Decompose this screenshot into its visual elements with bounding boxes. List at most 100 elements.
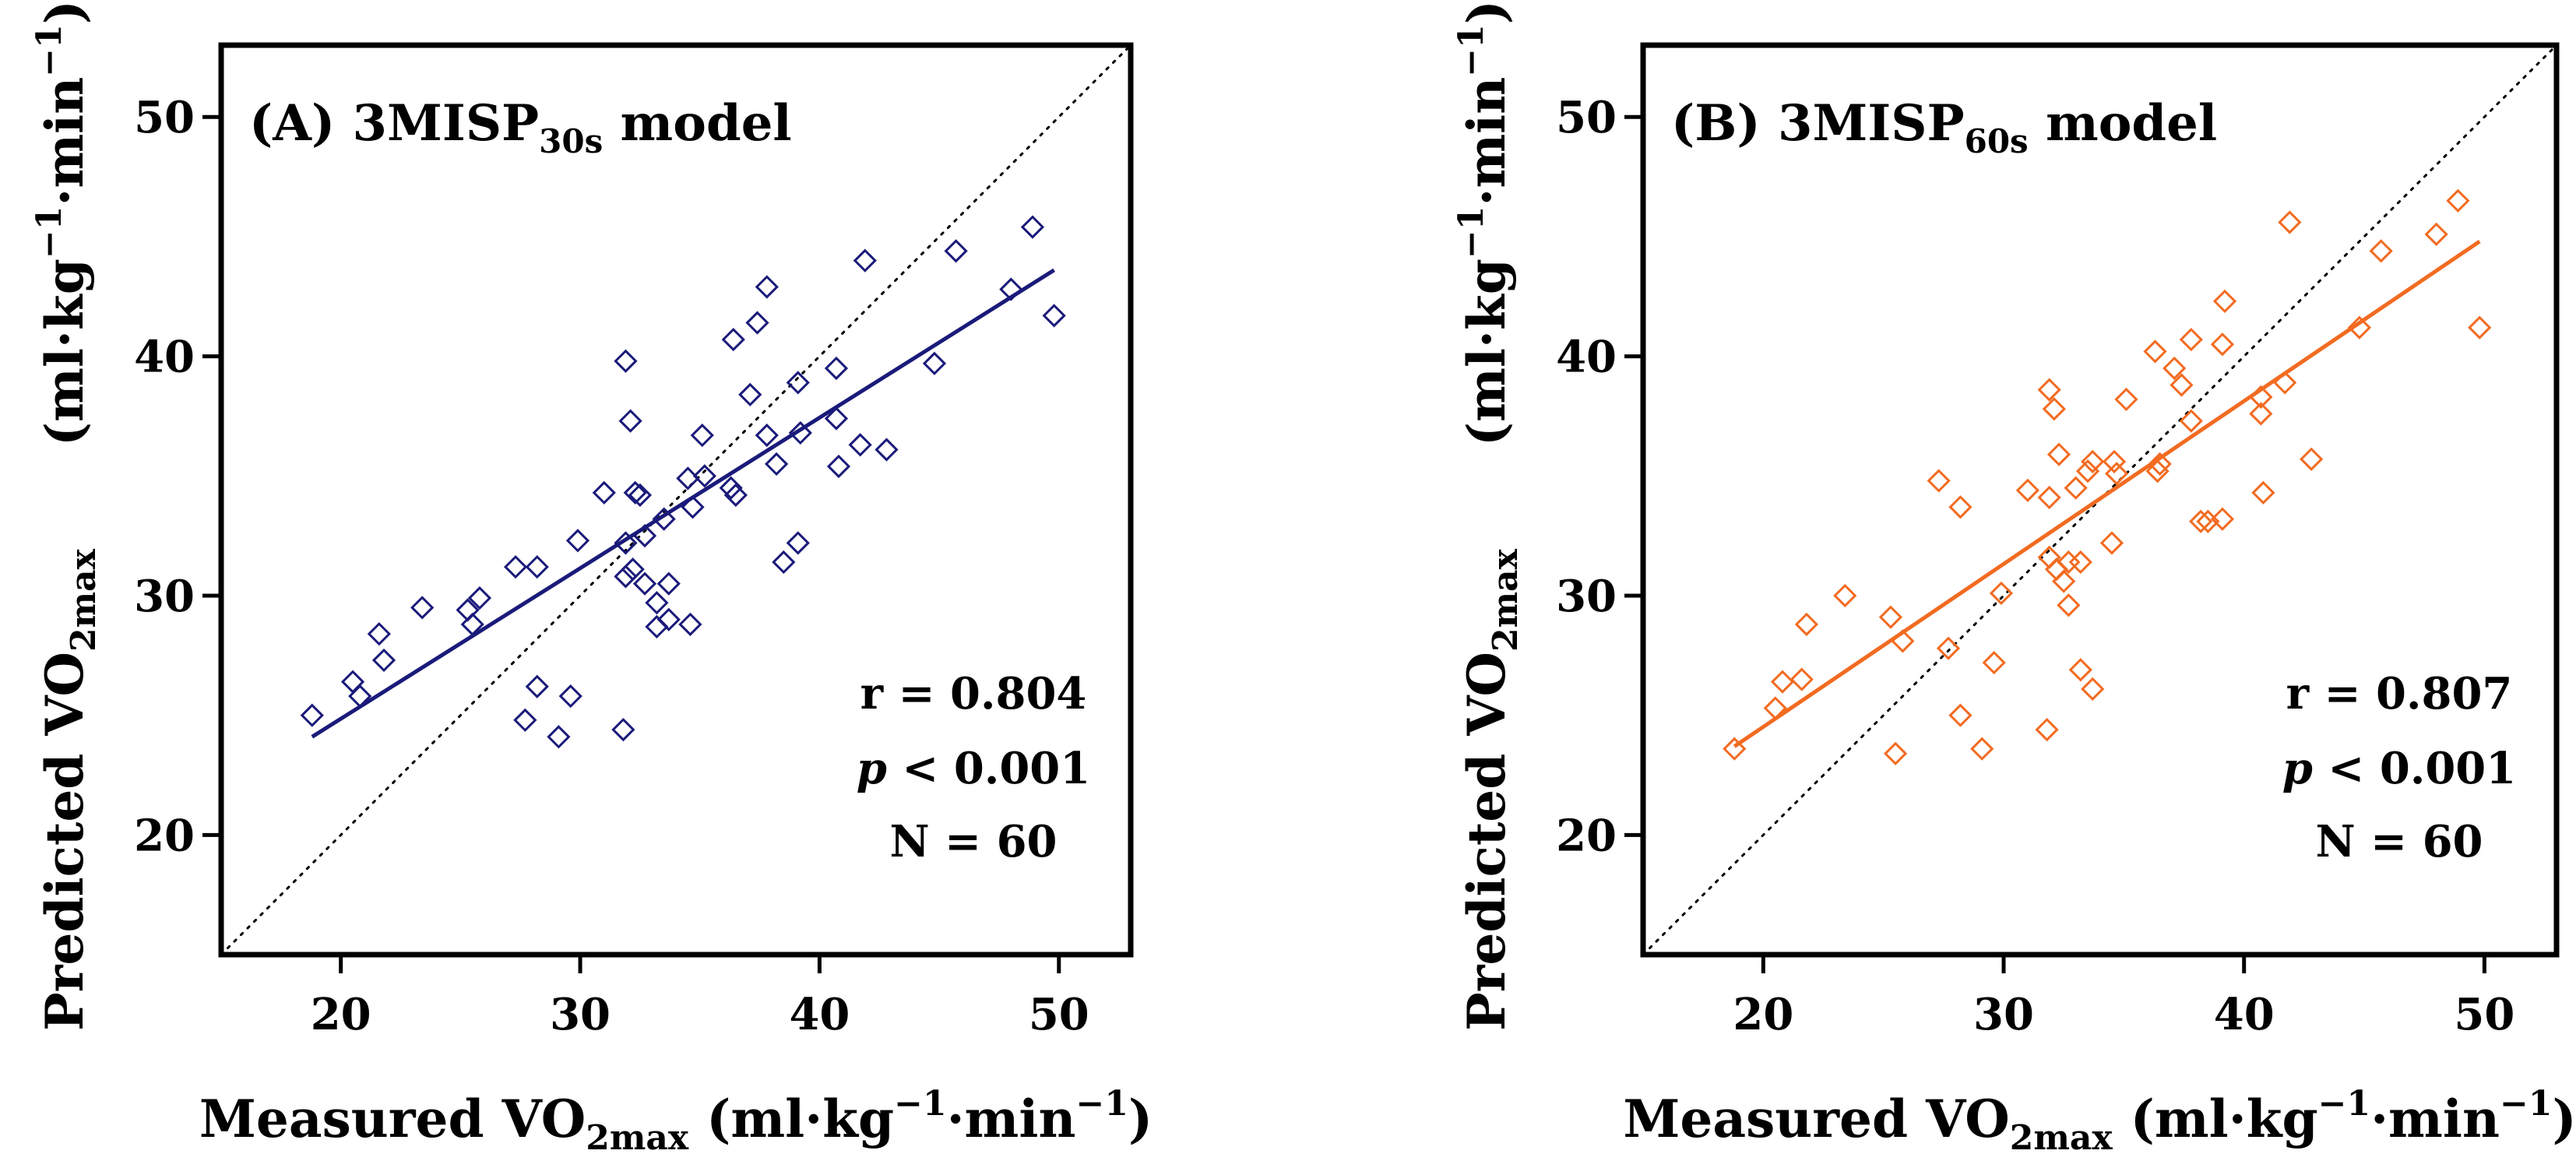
x-tick-label: 20 bbox=[311, 989, 371, 1040]
stat-r: r = 0.804 bbox=[860, 668, 1087, 719]
data-point bbox=[676, 466, 700, 491]
panel-title: (A) 3MISP30s model bbox=[249, 94, 792, 160]
data-point bbox=[2102, 449, 2127, 473]
data-point bbox=[503, 554, 528, 579]
plot-frame bbox=[1640, 42, 2560, 958]
data-point bbox=[611, 717, 635, 742]
data-point bbox=[2081, 449, 2105, 473]
data-point bbox=[1883, 741, 1908, 765]
data-point bbox=[1982, 650, 2006, 675]
data-point bbox=[2251, 480, 2275, 505]
data-point bbox=[371, 648, 396, 673]
data-point bbox=[2424, 222, 2448, 246]
data-point bbox=[1878, 605, 1903, 629]
data-point bbox=[764, 452, 789, 477]
data-point bbox=[1770, 670, 1795, 694]
data-point bbox=[1789, 667, 1814, 691]
data-point bbox=[614, 565, 638, 589]
regression-line bbox=[1733, 239, 2481, 748]
data-point bbox=[2446, 188, 2470, 213]
data-point bbox=[755, 423, 779, 448]
data-point bbox=[2210, 507, 2235, 531]
data-point bbox=[690, 423, 714, 448]
data-point bbox=[614, 531, 638, 555]
data-point bbox=[645, 591, 669, 615]
x-tick-label: 30 bbox=[1973, 989, 2034, 1040]
data-point bbox=[875, 438, 899, 462]
data-point bbox=[2064, 476, 2088, 500]
data-point bbox=[2042, 397, 2066, 421]
stat-n: N = 60 bbox=[2315, 816, 2483, 867]
data-point bbox=[1723, 737, 1747, 761]
data-point bbox=[2099, 531, 2124, 555]
data-point bbox=[1927, 469, 1951, 493]
data-point bbox=[2145, 459, 2170, 484]
stat-p: p < 0.001 bbox=[2282, 743, 2516, 794]
data-point bbox=[2075, 459, 2100, 484]
x-tick-label: 40 bbox=[789, 989, 850, 1040]
data-point bbox=[592, 480, 616, 505]
data-point bbox=[922, 351, 947, 375]
data-point bbox=[2163, 356, 2187, 381]
data-point bbox=[467, 586, 492, 610]
data-point bbox=[547, 725, 571, 749]
data-point bbox=[2037, 485, 2061, 510]
data-point bbox=[1833, 583, 1857, 608]
y-tick-label: 20 bbox=[1556, 810, 1617, 861]
data-point bbox=[723, 483, 748, 507]
data-point bbox=[2057, 593, 2081, 617]
data-point bbox=[2052, 569, 2076, 593]
plot-frame bbox=[218, 42, 1134, 958]
data-point bbox=[2212, 289, 2237, 314]
data-point bbox=[678, 612, 702, 636]
data-point bbox=[1936, 636, 1961, 660]
data-point bbox=[621, 558, 645, 582]
y-tick-label: 30 bbox=[1556, 571, 1617, 622]
data-point bbox=[1989, 581, 2014, 605]
data-point bbox=[944, 239, 968, 263]
data-point bbox=[2369, 239, 2393, 263]
x-tick-label: 40 bbox=[2214, 989, 2275, 1040]
data-point bbox=[2179, 327, 2203, 352]
data-point bbox=[721, 327, 745, 352]
x-axis-label: Measured VO2max (ml·kg−1·min−1) bbox=[1623, 1084, 2576, 1158]
data-point bbox=[645, 614, 669, 639]
data-point bbox=[786, 531, 810, 555]
data-point bbox=[2057, 550, 2081, 575]
y-tick-label: 30 bbox=[134, 571, 195, 622]
stat-r: r = 0.807 bbox=[2286, 668, 2513, 719]
data-point bbox=[2046, 442, 2071, 466]
data-point bbox=[2210, 332, 2235, 357]
data-point bbox=[2347, 315, 2372, 339]
data-point bbox=[738, 382, 762, 406]
data-point bbox=[1948, 495, 1972, 519]
data-point bbox=[772, 550, 796, 575]
x-tick-label: 50 bbox=[2454, 989, 2514, 1040]
data-point bbox=[513, 708, 537, 732]
x-tick-label: 50 bbox=[1029, 989, 1089, 1040]
y-axis-label: Predicted VO2max (ml·kg−1·min−1) bbox=[30, 0, 104, 1031]
data-point bbox=[2249, 402, 2273, 426]
data-point bbox=[525, 554, 549, 579]
y-tick-label: 40 bbox=[1556, 332, 1617, 383]
data-point bbox=[614, 349, 638, 373]
data-point bbox=[786, 371, 810, 395]
data-point bbox=[2179, 409, 2203, 433]
data-point bbox=[2068, 550, 2092, 575]
data-point bbox=[632, 572, 657, 596]
data-point bbox=[1794, 612, 1819, 636]
data-point bbox=[2081, 677, 2105, 701]
data-point bbox=[565, 529, 590, 553]
x-tick-label: 20 bbox=[1733, 989, 1793, 1040]
data-point bbox=[2189, 509, 2213, 533]
data-point bbox=[656, 572, 681, 596]
data-point bbox=[824, 356, 849, 381]
regression-line bbox=[311, 268, 1055, 739]
data-point bbox=[2104, 462, 2129, 486]
y-axis-label: Predicted VO2max (ml·kg−1·min−1) bbox=[1452, 0, 1526, 1031]
data-point bbox=[826, 454, 851, 479]
stat-p: p < 0.001 bbox=[857, 743, 1090, 794]
data-point bbox=[745, 311, 769, 335]
panel-a-chart: 20 30 40 50 20 30 40 50 (A) 3MISP30s model r = 0.… bbox=[30, 0, 1153, 1158]
